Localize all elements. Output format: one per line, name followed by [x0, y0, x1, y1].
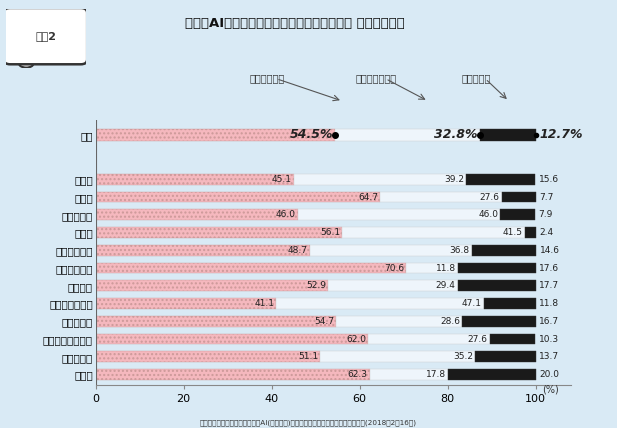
Bar	[336, 129, 479, 141]
Text: 29.4: 29.4	[436, 281, 455, 290]
Text: 期待している: 期待している	[249, 73, 284, 83]
Bar	[406, 263, 458, 273]
Bar	[96, 245, 310, 256]
Text: 11.8: 11.8	[539, 299, 559, 308]
Text: 56.1: 56.1	[320, 228, 340, 237]
Bar	[475, 351, 536, 362]
Bar	[320, 351, 475, 362]
FancyBboxPatch shape	[4, 8, 87, 64]
Text: 54.5%: 54.5%	[289, 128, 333, 141]
Bar	[484, 298, 536, 309]
Text: (%): (%)	[542, 385, 559, 395]
Bar	[479, 129, 536, 141]
Text: 14.6: 14.6	[539, 246, 560, 255]
Text: 54.7: 54.7	[314, 317, 334, 326]
Bar	[370, 369, 448, 380]
Text: 17.7: 17.7	[539, 281, 559, 290]
Ellipse shape	[19, 60, 33, 68]
Text: 12.7%: 12.7%	[539, 128, 582, 141]
Bar	[96, 263, 406, 273]
Text: 出典：日本労働組合総連合会「AI(人工知能)が職場にもたらす影響に関する調査」(2018年2月16日): 出典：日本労働組合総連合会「AI(人工知能)が職場にもたらす影響に関する調査」(…	[200, 419, 417, 426]
Bar	[500, 209, 535, 220]
Text: 20.0: 20.0	[539, 370, 560, 379]
Text: 48.7: 48.7	[288, 246, 308, 255]
Text: 47.1: 47.1	[462, 299, 481, 308]
Bar	[462, 316, 536, 327]
Bar	[96, 129, 336, 141]
Text: 62.3: 62.3	[347, 370, 368, 379]
Text: 32.8%: 32.8%	[434, 128, 478, 141]
Bar	[276, 298, 484, 309]
Text: 35.2: 35.2	[453, 352, 473, 361]
Bar	[502, 192, 536, 202]
Text: 51.1: 51.1	[298, 352, 318, 361]
Bar	[96, 174, 294, 184]
Text: 不安である: 不安である	[461, 73, 491, 83]
Bar	[96, 369, 370, 380]
Bar	[525, 227, 536, 238]
Bar	[96, 334, 368, 345]
Text: 17.8: 17.8	[426, 370, 446, 379]
Text: どちらでもない: どちらでもない	[355, 73, 397, 83]
Text: 46.0: 46.0	[276, 210, 296, 219]
Text: 11.8: 11.8	[436, 264, 456, 273]
Text: 17.6: 17.6	[539, 264, 559, 273]
Text: 39.2: 39.2	[444, 175, 464, 184]
Bar	[328, 280, 458, 291]
Bar	[458, 263, 536, 273]
Bar	[96, 227, 342, 238]
Bar	[466, 174, 535, 184]
Bar	[472, 245, 536, 256]
Bar	[368, 334, 490, 345]
Text: 41.5: 41.5	[503, 228, 523, 237]
Bar	[310, 245, 472, 256]
Bar	[490, 334, 535, 345]
Text: 62.0: 62.0	[346, 335, 366, 344]
Bar	[448, 369, 536, 380]
Bar	[96, 351, 320, 362]
Text: 13.7: 13.7	[539, 352, 559, 361]
Bar	[336, 316, 462, 327]
Bar	[96, 316, 336, 327]
Text: 27.6: 27.6	[468, 335, 487, 344]
Text: 16.7: 16.7	[539, 317, 559, 326]
Text: 41.1: 41.1	[254, 299, 274, 308]
Bar	[96, 298, 276, 309]
Text: 64.7: 64.7	[358, 193, 378, 202]
Text: 7.9: 7.9	[539, 210, 553, 219]
Text: 2.4: 2.4	[539, 228, 553, 237]
Text: 70.6: 70.6	[384, 264, 404, 273]
Text: 46.0: 46.0	[478, 210, 498, 219]
Bar	[342, 227, 525, 238]
Text: 10.3: 10.3	[539, 335, 559, 344]
Bar	[380, 192, 502, 202]
Bar	[96, 192, 380, 202]
Text: 52.9: 52.9	[306, 281, 326, 290]
Bar	[96, 280, 328, 291]
Bar	[96, 209, 298, 220]
Text: 28.6: 28.6	[440, 317, 460, 326]
Text: 今後、AIが普及することに対してどう思うか （単一回答）: 今後、AIが普及することに対してどう思うか （単一回答）	[185, 17, 405, 30]
Text: 15.6: 15.6	[539, 175, 559, 184]
Text: 36.8: 36.8	[449, 246, 470, 255]
Text: 図表2: 図表2	[36, 30, 57, 41]
Bar	[294, 174, 466, 184]
Text: 7.7: 7.7	[539, 193, 553, 202]
Bar	[458, 280, 536, 291]
Text: 27.6: 27.6	[479, 193, 500, 202]
Bar	[298, 209, 500, 220]
Text: 45.1: 45.1	[272, 175, 292, 184]
